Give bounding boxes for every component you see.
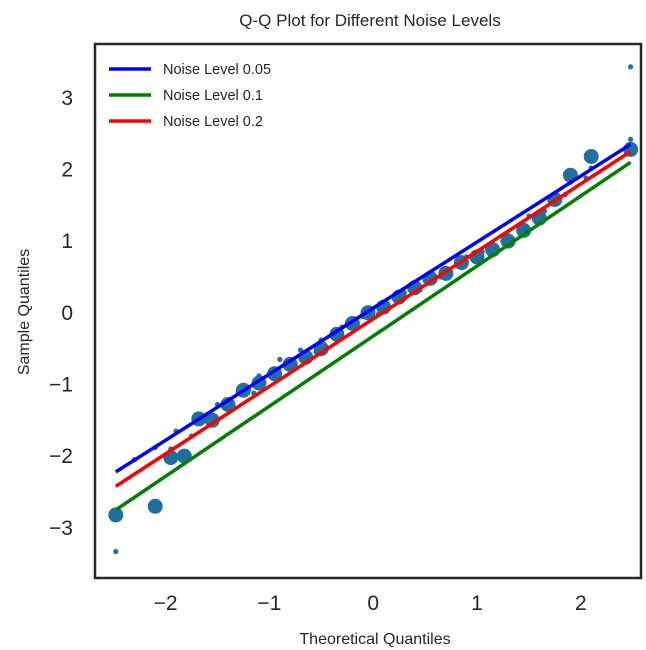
y-axis-label: Sample Quantiles [16,249,33,375]
data-point [500,233,516,249]
data-point [147,498,163,514]
data-point [628,136,634,142]
fit-lines-layer [114,142,632,512]
chart-title: Q-Q Plot for Different Noise Levels [239,11,500,30]
x-tick-label: 1 [471,592,483,615]
data-point [220,397,236,412]
data-point [628,64,634,70]
x-tick-label: −1 [257,592,281,615]
x-tick-label: −2 [154,592,178,615]
fit-line [114,142,632,474]
y-tick-label: 2 [61,158,73,181]
fit-line [114,150,632,488]
data-point [108,507,124,523]
x-tick-label: 0 [367,592,379,615]
x-tick-label: 2 [575,592,587,615]
y-tick-label: 3 [61,87,73,110]
data-point [516,222,532,238]
x-axis-label: Theoretical Quantiles [299,631,450,648]
legend: Noise Level 0.05 Noise Level 0.1 Noise Lev… [109,62,271,130]
legend-label: Noise Level 0.2 [163,114,263,130]
y-tick-label: 0 [61,302,73,325]
y-tick-label: 1 [61,230,73,253]
plot-frame [93,42,643,580]
y-tick-label: −1 [49,374,73,397]
data-point [113,548,119,555]
y-tick-label: −3 [49,517,73,540]
ticks-layer: −2 −1 0 1 2 −3 −2 −1 0 1 2 3 [49,87,587,615]
data-point [277,356,283,362]
legend-label: Noise Level 0.05 [163,62,271,78]
data-point [583,149,599,164]
y-tick-label: −2 [49,445,73,468]
fit-line [114,160,632,512]
legend-label: Noise Level 0.1 [163,88,263,104]
